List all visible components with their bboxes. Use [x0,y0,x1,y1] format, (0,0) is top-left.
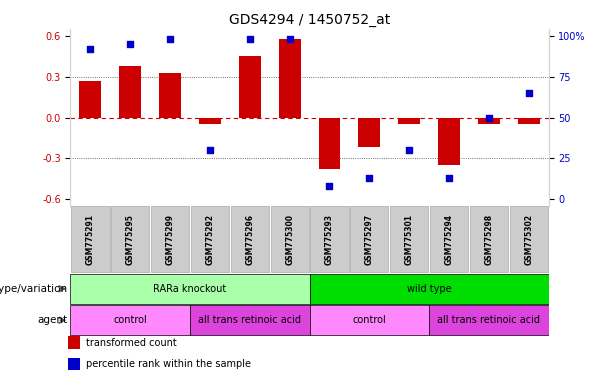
Point [325,183,335,189]
Bar [68,336,80,349]
Text: GSM775296: GSM775296 [245,214,254,265]
Text: RARa knockout: RARa knockout [153,284,227,294]
Bar [230,207,269,272]
Text: percentile rank within the sample: percentile rank within the sample [86,359,251,369]
Bar [430,207,468,272]
Text: genotype/variation: genotype/variation [0,284,67,294]
Text: GSM775295: GSM775295 [126,214,135,265]
Bar [159,73,181,118]
Point [364,175,374,181]
Text: GSM775299: GSM775299 [166,214,175,265]
Bar [470,207,508,272]
Bar [71,207,110,272]
Point [284,36,294,42]
Bar [310,305,429,335]
Bar [438,118,460,165]
Text: wild type: wild type [407,284,451,294]
Bar [310,274,549,304]
Bar [390,207,428,272]
Text: GSM775298: GSM775298 [484,214,493,265]
Text: GSM775291: GSM775291 [86,214,95,265]
Bar [518,118,539,124]
Text: transformed count: transformed count [86,338,177,348]
Bar [310,207,349,272]
Bar [279,39,300,118]
Bar [111,207,150,272]
Text: GSM775301: GSM775301 [405,214,414,265]
Bar [509,207,548,272]
Bar [191,207,229,272]
Point [524,90,533,96]
Bar [239,56,261,118]
Text: GSM775302: GSM775302 [524,214,533,265]
Bar [151,207,189,272]
Bar [359,118,380,147]
Point [86,46,96,52]
Point [444,175,454,181]
Bar [190,305,310,335]
Text: all trans retinoic acid: all trans retinoic acid [437,315,541,325]
Bar [478,118,500,124]
Bar [70,274,310,304]
Point [484,114,494,121]
Bar [68,358,80,370]
Bar [199,118,221,124]
Text: GSM775294: GSM775294 [444,214,454,265]
Bar [120,66,141,118]
Text: GSM775300: GSM775300 [285,214,294,265]
Point [205,147,215,153]
Point [125,41,135,47]
Text: control: control [352,315,386,325]
Text: GSM775293: GSM775293 [325,214,334,265]
Point [245,36,255,42]
Text: GSM775297: GSM775297 [365,214,374,265]
Bar [429,305,549,335]
Bar [350,207,389,272]
Point [166,36,175,42]
Bar [319,118,340,169]
Text: agent: agent [37,315,67,325]
Point [405,147,414,153]
Bar [70,305,190,335]
Bar [398,118,420,124]
Text: all trans retinoic acid: all trans retinoic acid [198,315,302,325]
Text: control: control [113,315,147,325]
Bar [270,207,309,272]
Text: GSM775292: GSM775292 [205,214,215,265]
Bar [80,81,101,118]
Title: GDS4294 / 1450752_at: GDS4294 / 1450752_at [229,13,390,27]
